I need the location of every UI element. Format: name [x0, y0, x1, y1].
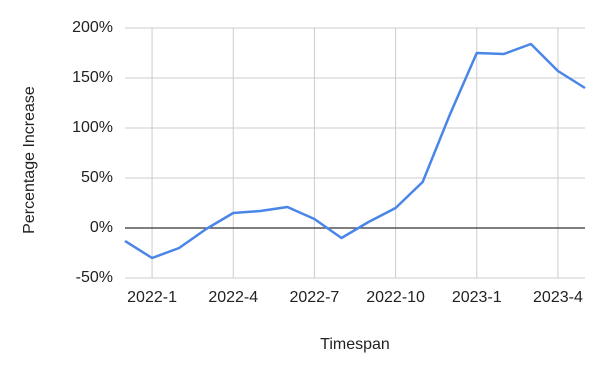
x-tick-label: 2022-7	[289, 289, 339, 306]
x-tick-label: 2022-4	[208, 289, 258, 306]
x-tick-label: 2023-4	[533, 289, 583, 306]
y-tick-label: -50%	[76, 269, 113, 286]
y-axis-label: Percentage Increase	[21, 86, 38, 234]
line-series	[124, 42, 586, 260]
y-tick-label: 0%	[90, 219, 113, 236]
x-tick-label: 2022-10	[366, 289, 425, 306]
y-tick-label: 50%	[81, 169, 113, 186]
x-tick-label: 2022-1	[127, 289, 177, 306]
x-axis-label: Timespan	[320, 336, 390, 353]
x-tick-label: 2023-1	[452, 289, 502, 306]
y-tick-label: 150%	[72, 69, 113, 86]
y-tick-label: 100%	[72, 119, 113, 136]
y-tick-label: 200%	[72, 19, 113, 36]
